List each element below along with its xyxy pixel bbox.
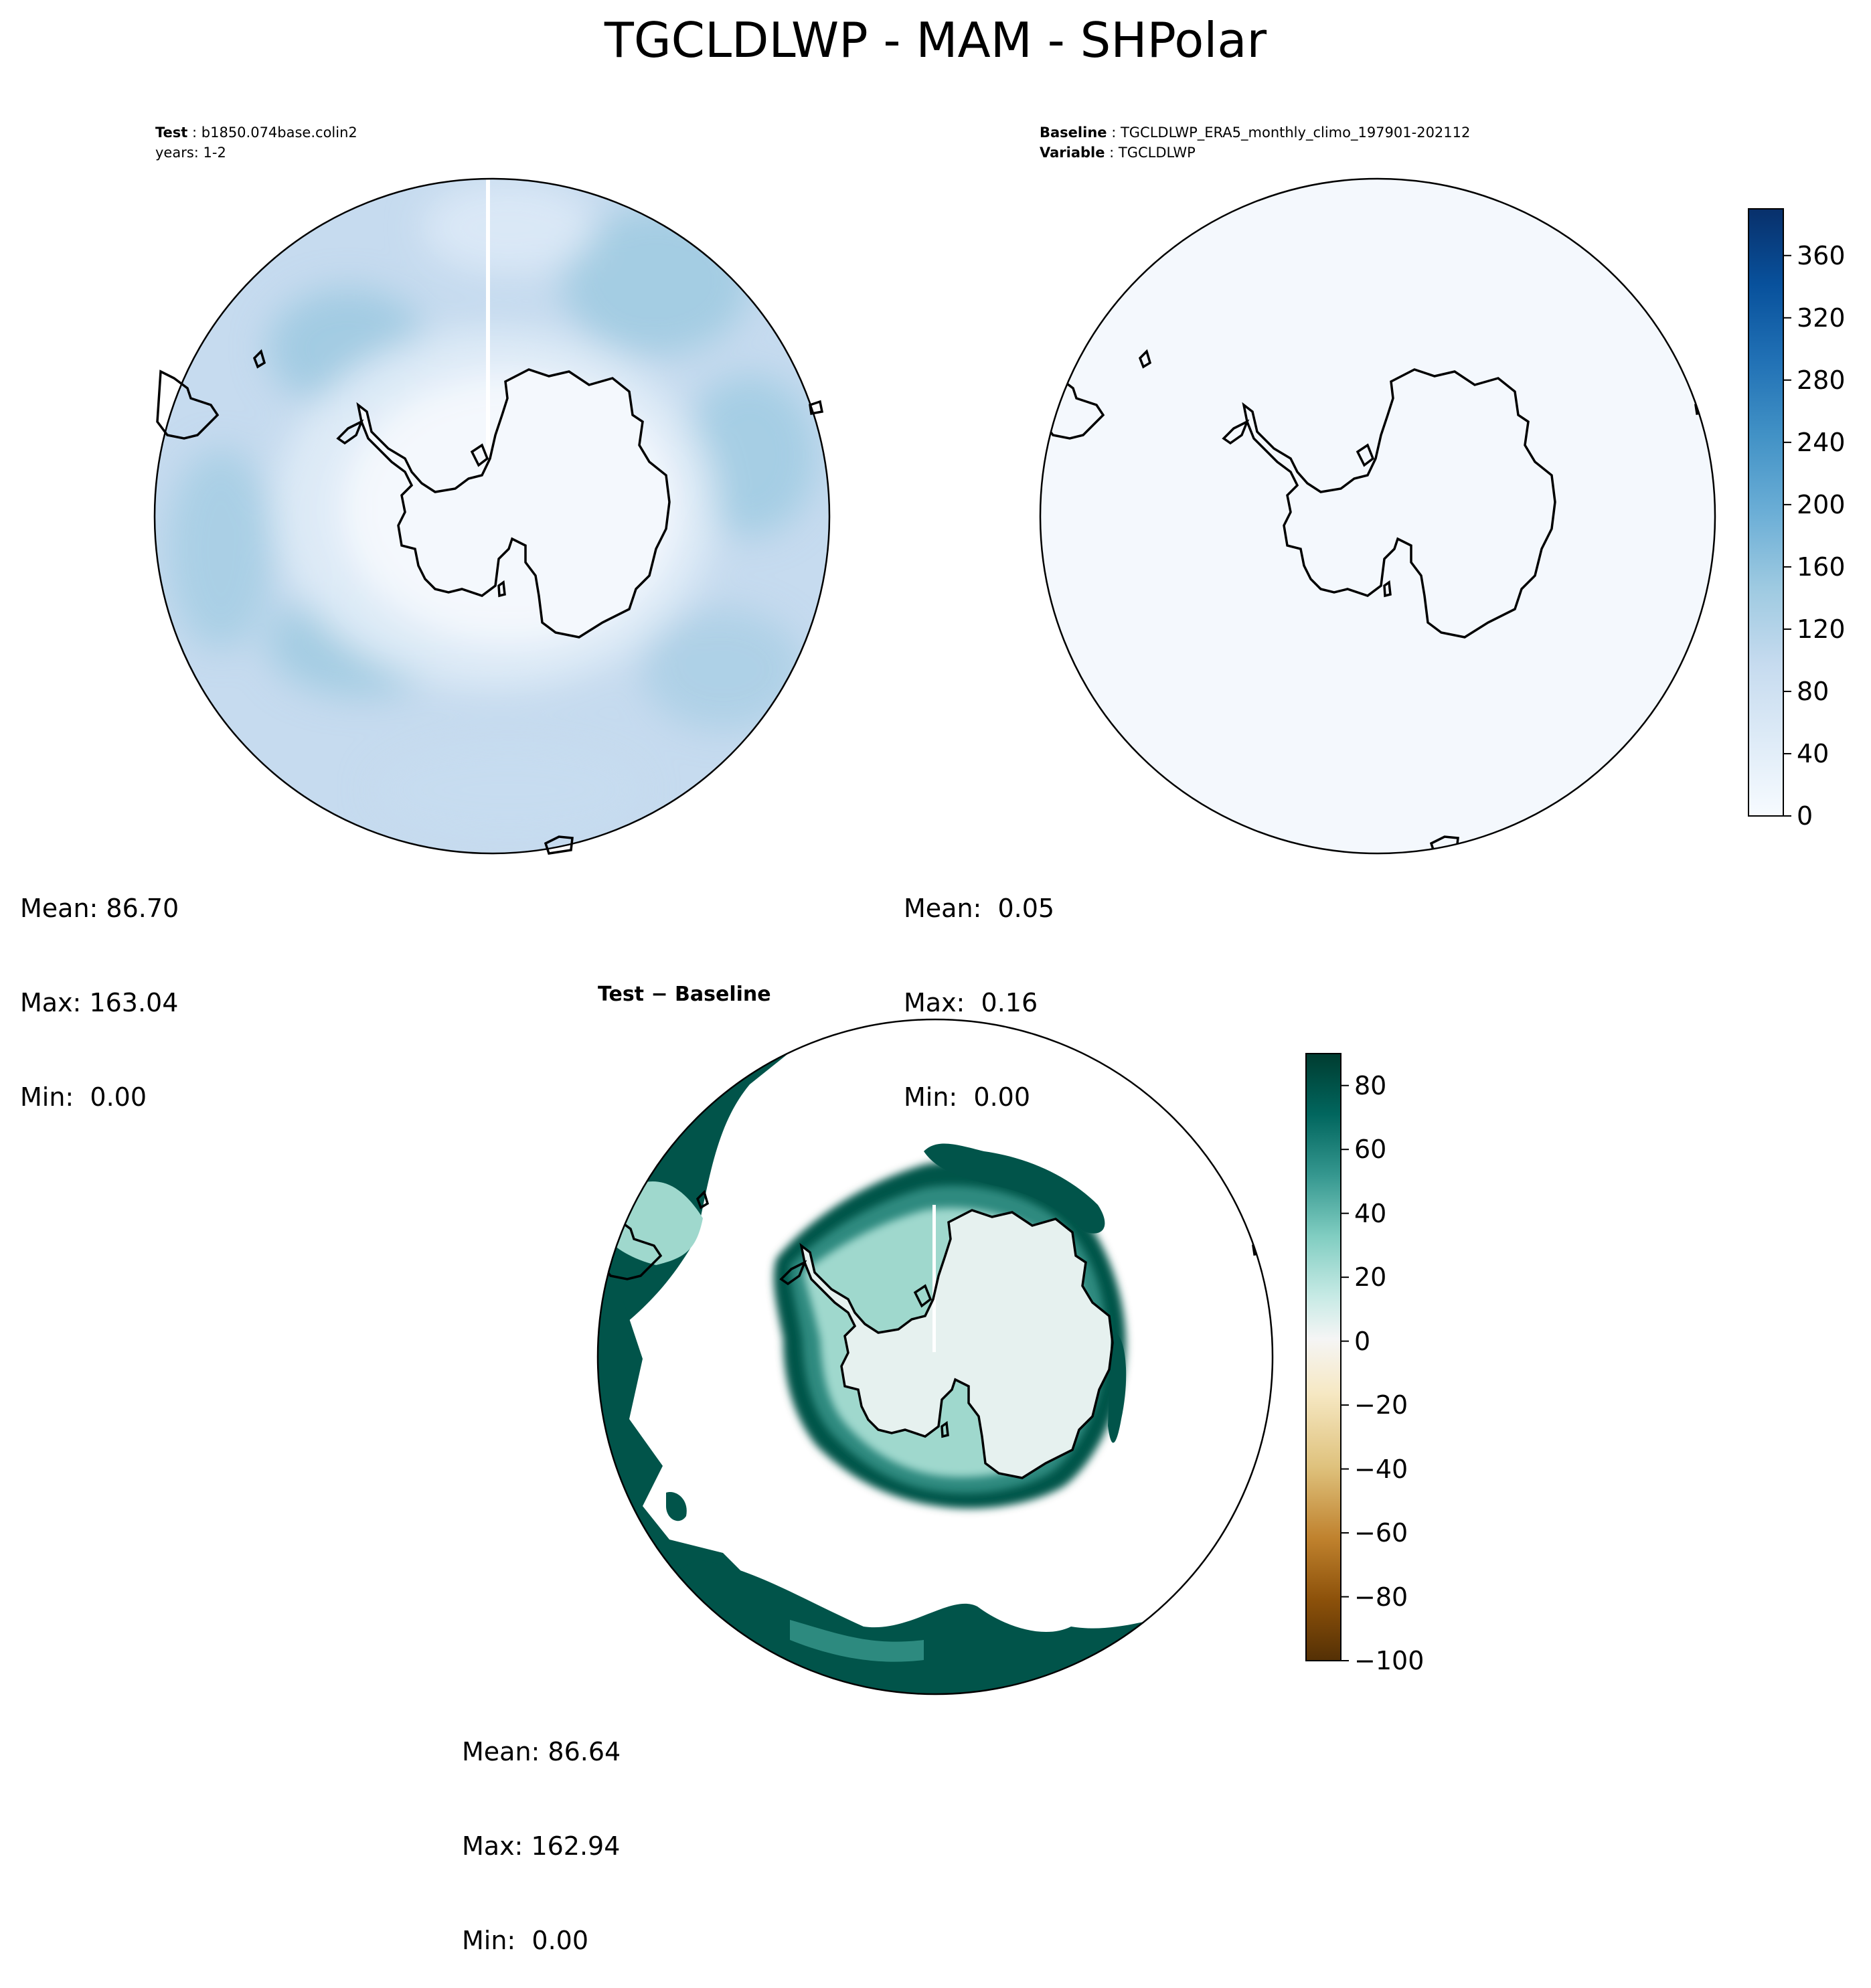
difference-map — [596, 1018, 1274, 1695]
test-label-value: b1850.074base.colin2 — [201, 125, 357, 141]
test-stats: Mean: 86.70 Max: 163.04 Min: 0.00 — [20, 830, 179, 1145]
sequential-colorbar — [1748, 208, 1791, 817]
sequential-colorbar-tick-label: 240 — [1797, 427, 1846, 457]
sequential-colorbar-tick-label: 0 — [1797, 801, 1813, 831]
test-map-boundary — [153, 177, 831, 855]
diverging-colorbar-tick-label: 80 — [1354, 1070, 1387, 1100]
difference-stat-mean: Mean: 86.64 — [462, 1737, 621, 1766]
diverging-colorbar-tick-label: −60 — [1354, 1518, 1408, 1548]
figure-title: TGCLDLWP - MAM - SHPolar — [604, 12, 1267, 68]
test-stat-min: Min: 0.00 — [20, 1082, 147, 1112]
sequential-colorbar-tick-label: 80 — [1797, 676, 1829, 706]
diverging-colorbar-tick-label: −20 — [1354, 1390, 1408, 1420]
difference-stat-min: Min: 0.00 — [462, 1926, 588, 1955]
diverging-colorbar-tick-label: −80 — [1354, 1582, 1408, 1612]
baseline-stat-max: Max: 0.16 — [904, 988, 1038, 1017]
test-stat-max: Max: 163.04 — [20, 988, 179, 1017]
baseline-map-boundary — [1039, 177, 1716, 855]
diverging-colorbar-tick-label: 40 — [1354, 1198, 1387, 1228]
baseline-label-key: Baseline — [1040, 125, 1107, 141]
sequential-colorbar-tick-label: 320 — [1797, 303, 1846, 333]
baseline-caption: Baseline : TGCLDLWP_ERA5_monthly_climo_1… — [1040, 125, 1471, 161]
diverging-colorbar-tick-label: 60 — [1354, 1135, 1387, 1165]
sequential-colorbar-tick-label: 40 — [1797, 738, 1829, 768]
baseline-stats: Mean: 0.05 Max: 0.16 Min: 0.00 — [904, 830, 1054, 1145]
difference-title: Test − Baseline — [598, 983, 771, 1006]
sequential-colorbar-tick-label: 280 — [1797, 365, 1846, 395]
test-map — [153, 177, 831, 855]
baseline-label-value: TGCLDLWP_ERA5_monthly_climo_197901-20211… — [1120, 125, 1471, 141]
test-caption: Test : b1850.074base.colin2 years: 1-2 — [155, 125, 357, 161]
baseline-stat-min: Min: 0.00 — [904, 1082, 1030, 1112]
map-canvas — [153, 177, 1791, 1695]
test-data-gap — [486, 179, 490, 457]
difference-data-gap — [932, 1205, 936, 1352]
diverging-colorbar-tick-label: 20 — [1354, 1262, 1387, 1293]
sequential-colorbar-tick-label: 200 — [1797, 489, 1846, 519]
diverging-colorbar-tick-label: −100 — [1354, 1646, 1425, 1675]
sequential-colorbar-tick-label: 160 — [1797, 552, 1846, 582]
baseline-variable-key: Variable — [1040, 145, 1105, 161]
diverging-colorbar-tick-label: 0 — [1354, 1326, 1371, 1356]
baseline-field — [1040, 179, 1715, 853]
test-years: years: 1-2 — [155, 145, 226, 161]
baseline-stat-mean: Mean: 0.05 — [904, 894, 1055, 923]
diverging-colorbar-tick-label: −40 — [1354, 1454, 1408, 1484]
diverging-colorbar — [1305, 1053, 1349, 1661]
sequential-colorbar-tick-label: 360 — [1797, 240, 1846, 270]
sequential-colorbar-tick-label: 120 — [1797, 614, 1846, 644]
difference-map-boundary — [596, 1018, 1274, 1695]
baseline-map — [1039, 177, 1716, 855]
difference-stats: Mean: 86.64 Max: 162.94 Min: 0.00 — [462, 1673, 621, 1988]
test-stat-mean: Mean: 86.70 — [20, 894, 179, 923]
difference-stat-max: Max: 162.94 — [462, 1831, 621, 1861]
test-label-key: Test — [155, 125, 188, 141]
baseline-variable-value: TGCLDLWP — [1118, 145, 1196, 161]
